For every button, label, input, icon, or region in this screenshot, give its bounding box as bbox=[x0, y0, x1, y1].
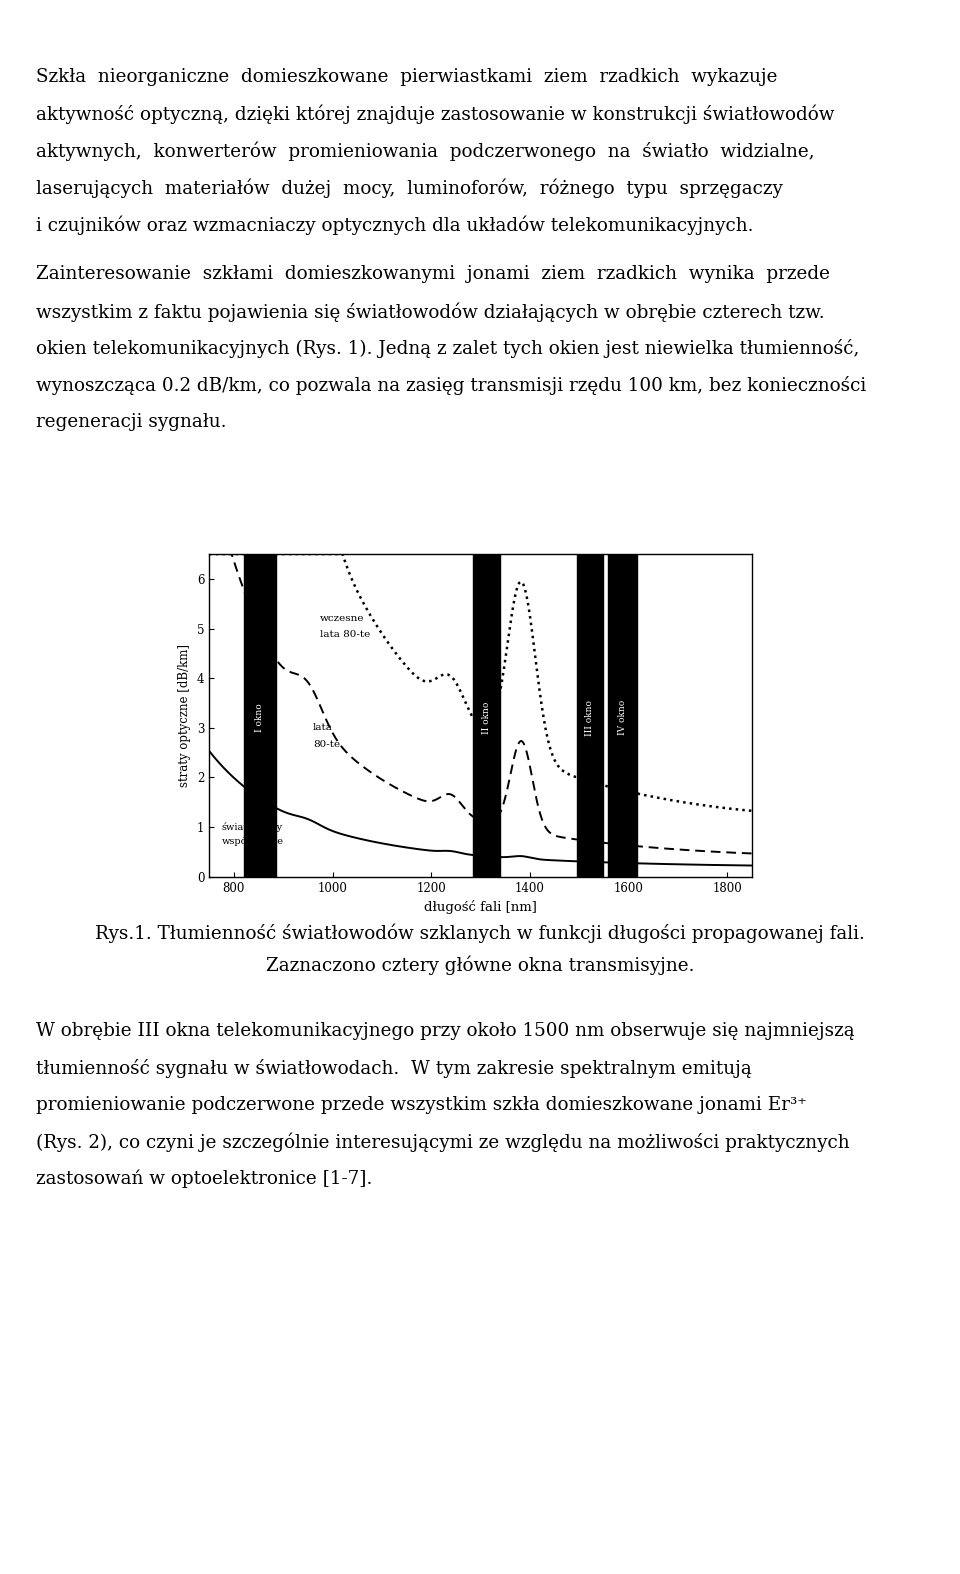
Text: (Rys. 2), co czyni je szczególnie interesującymi ze względu na możliwości prakty: (Rys. 2), co czyni je szczególnie intere… bbox=[36, 1133, 851, 1152]
Text: lata: lata bbox=[313, 724, 333, 732]
Text: Zaznaczono cztery główne okna transmisyjne.: Zaznaczono cztery główne okna transmisyj… bbox=[266, 955, 694, 974]
Text: współczesne: współczesne bbox=[222, 837, 283, 847]
Text: Rys.1. Tłumienność światłowodów szklanych w funkcji długości propagowanej fali.: Rys.1. Tłumienność światłowodów szklanyc… bbox=[95, 924, 865, 943]
Text: promieniowanie podczerwone przede wszystkim szkła domieszkowane jonami Er³⁺: promieniowanie podczerwone przede wszyst… bbox=[36, 1096, 807, 1113]
Bar bbox=[244, 554, 276, 877]
Text: IV okno: IV okno bbox=[618, 700, 627, 735]
X-axis label: długość fali [nm]: długość fali [nm] bbox=[424, 900, 537, 914]
Text: lata 80-te: lata 80-te bbox=[321, 631, 371, 639]
Bar bbox=[608, 554, 637, 877]
Text: I okno: I okno bbox=[255, 704, 264, 732]
Text: W obrębie III okna telekomunikacyjnego przy około 1500 nm obserwuje się najmniej: W obrębie III okna telekomunikacyjnego p… bbox=[36, 1022, 855, 1039]
Text: i czujników oraz wzmacniaczy optycznych dla układów telekomunikacyjnych.: i czujników oraz wzmacniaczy optycznych … bbox=[36, 216, 754, 235]
Text: wczesne: wczesne bbox=[321, 614, 365, 623]
Text: regeneracji sygnału.: regeneracji sygnału. bbox=[36, 412, 227, 431]
Text: III okno: III okno bbox=[586, 700, 594, 737]
Text: wszystkim z faktu pojawienia się światłowodów działających w obrębie czterech tz: wszystkim z faktu pojawienia się światło… bbox=[36, 302, 825, 321]
Y-axis label: straty optyczne [dB/km]: straty optyczne [dB/km] bbox=[179, 644, 191, 787]
Text: 80-te: 80-te bbox=[313, 740, 340, 749]
Text: aktywność optyczną, dzięki której znajduje zastosowanie w konstrukcji światłowod: aktywność optyczną, dzięki której znajdu… bbox=[36, 104, 835, 124]
Text: laserujących  materiałów  dużej  mocy,  luminoforów,  różnego  typu  sprzęgaczy: laserujących materiałów dużej mocy, lumi… bbox=[36, 178, 783, 198]
Text: wynoszcząca 0.2 dB/km, co pozwala na zasięg transmisji rzędu 100 km, bez koniecz: wynoszcząca 0.2 dB/km, co pozwala na zas… bbox=[36, 376, 867, 395]
Text: zastosowań w optoelektronice [1-7].: zastosowań w optoelektronice [1-7]. bbox=[36, 1169, 372, 1188]
Text: tłumienność sygnału w światłowodach.  W tym zakresie spektralnym emitują: tłumienność sygnału w światłowodach. W t… bbox=[36, 1058, 753, 1078]
Text: światłowody: światłowody bbox=[222, 822, 283, 831]
Text: II okno: II okno bbox=[482, 702, 492, 733]
Text: aktywnych,  konwerterów  promieniowania  podczerwonego  na  światło  widzialne,: aktywnych, konwerterów promieniowania po… bbox=[36, 142, 815, 161]
Bar bbox=[577, 554, 603, 877]
Text: Zainteresowanie  szkłami  domieszkowanymi  jonami  ziem  rzadkich  wynika  przed: Zainteresowanie szkłami domieszkowanymi … bbox=[36, 264, 830, 283]
Text: Szkła  nieorganiczne  domieszkowane  pierwiastkami  ziem  rzadkich  wykazuje: Szkła nieorganiczne domieszkowane pierwi… bbox=[36, 68, 778, 85]
Bar bbox=[473, 554, 500, 877]
Text: okien telekomunikacyjnych (Rys. 1). Jedną z zalet tych okien jest niewielka tłum: okien telekomunikacyjnych (Rys. 1). Jedn… bbox=[36, 338, 860, 359]
